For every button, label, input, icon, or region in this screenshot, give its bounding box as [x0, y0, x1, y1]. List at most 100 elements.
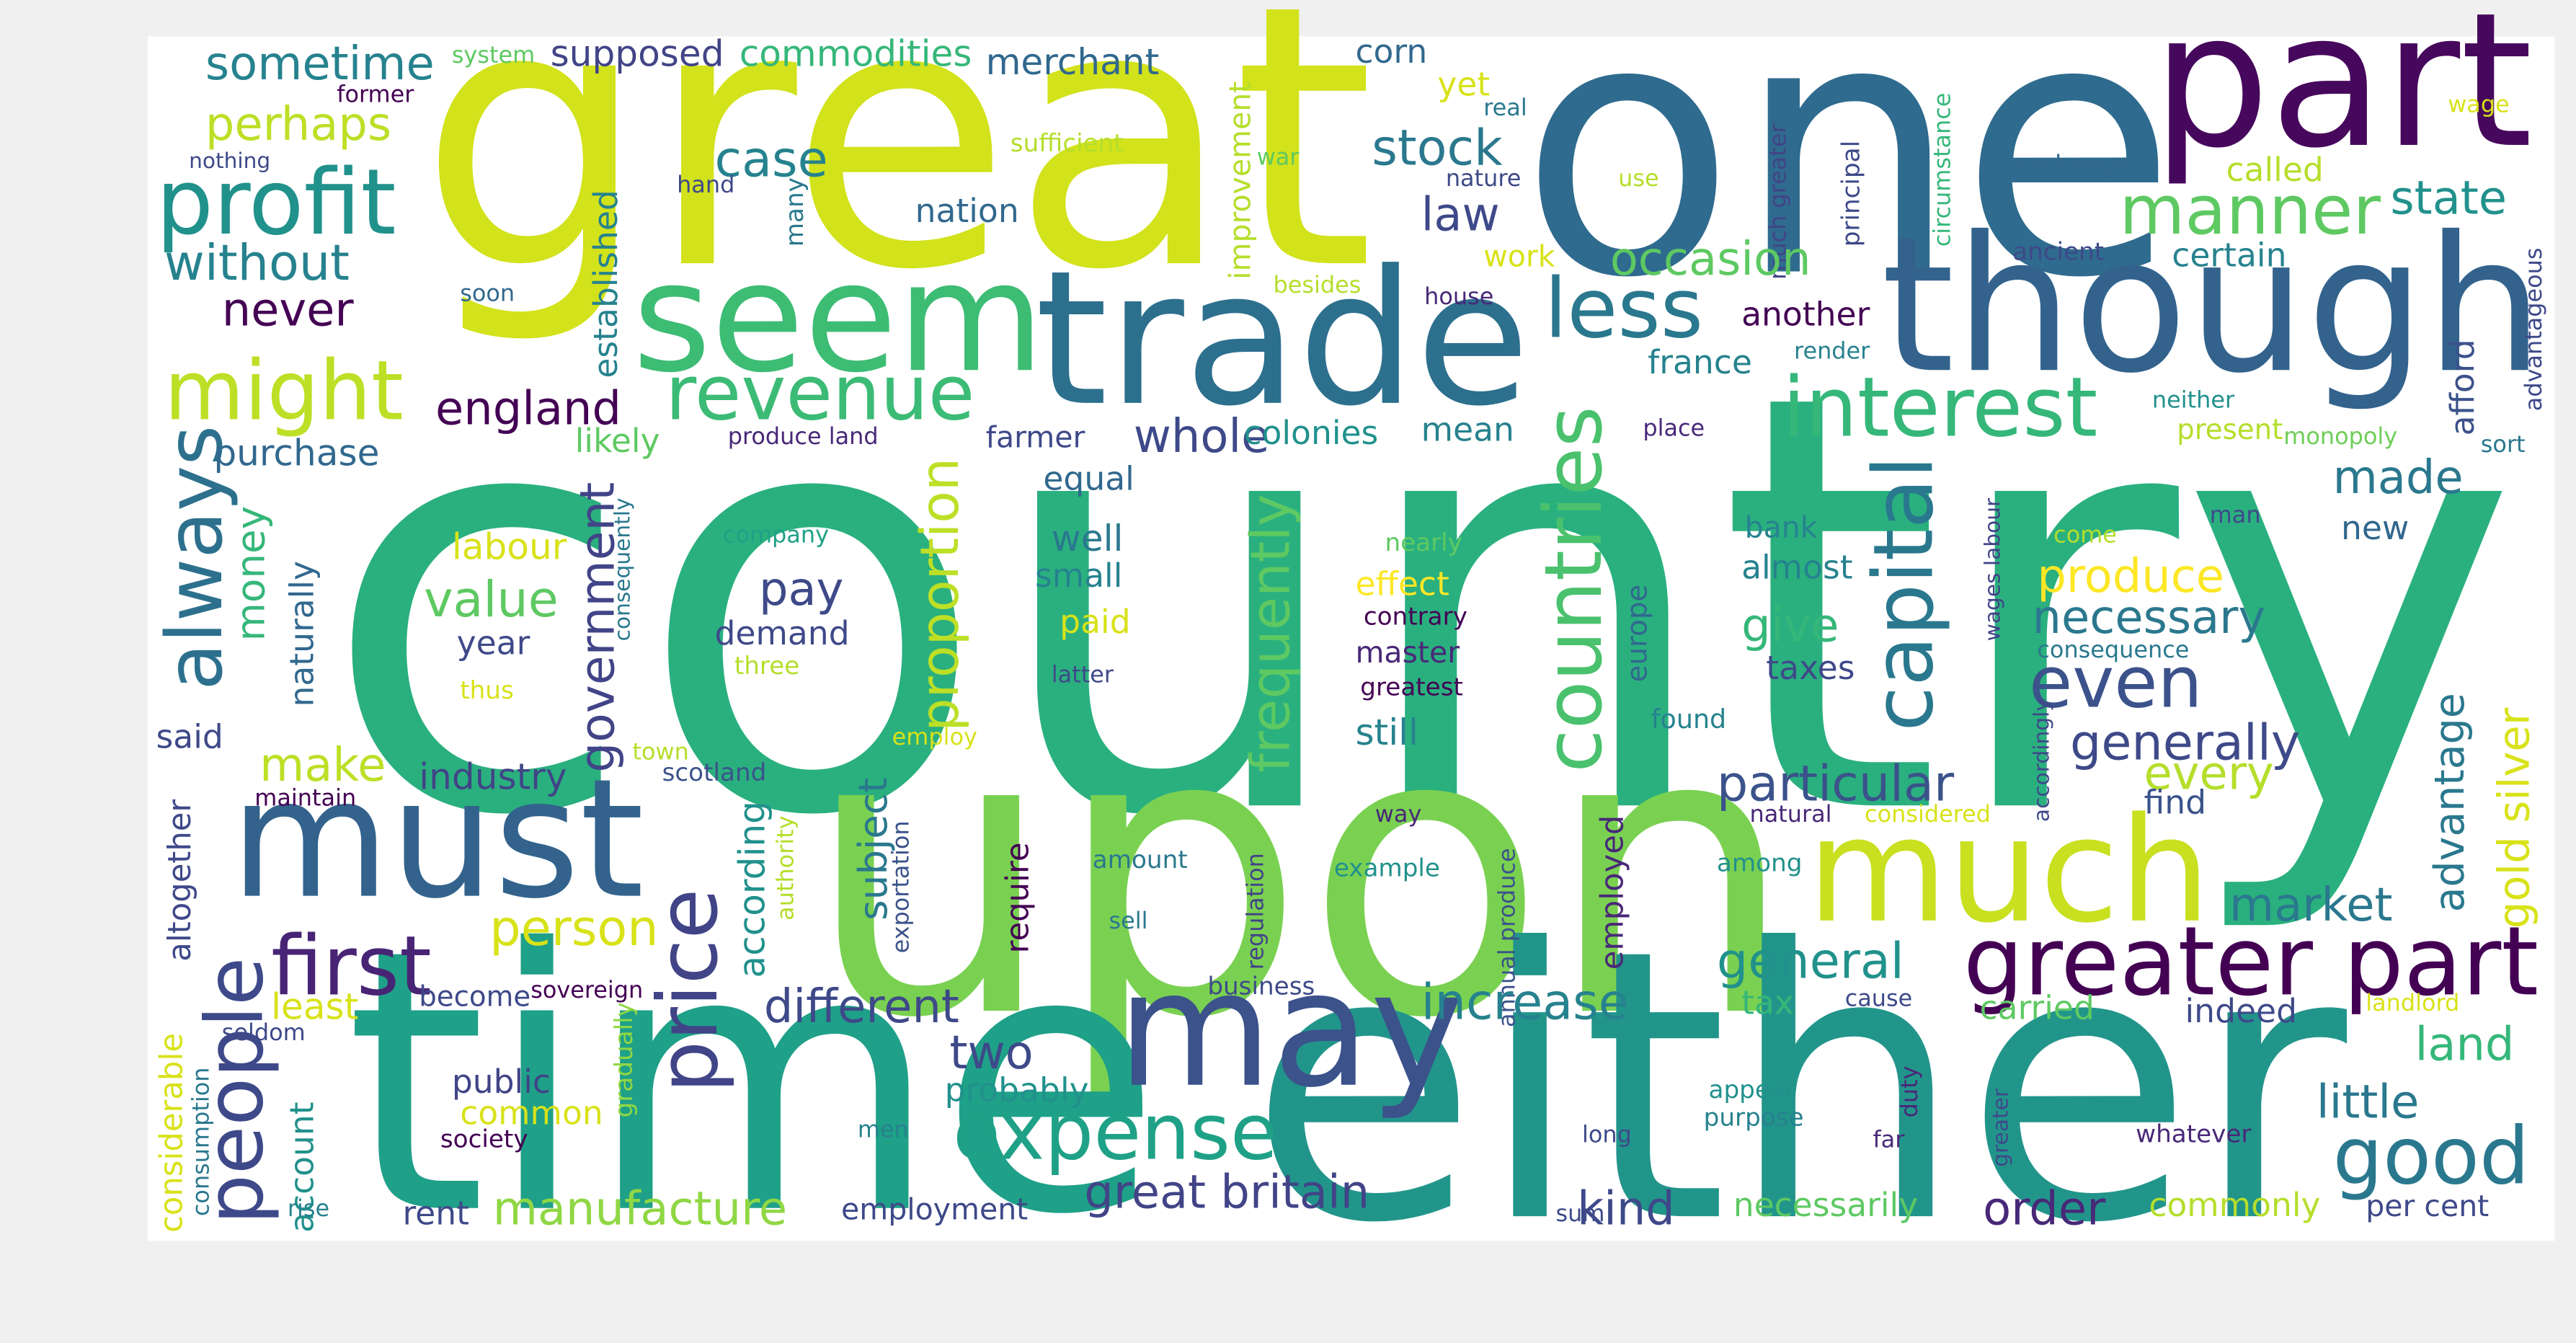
word: whole — [1134, 410, 1270, 464]
word: probably — [945, 1071, 1089, 1109]
word: occasion — [1610, 233, 1811, 286]
word: monopoly — [2283, 422, 2397, 450]
word: first — [271, 918, 432, 1014]
word: sovereign — [530, 976, 643, 1003]
word: advantage — [2426, 693, 2474, 912]
word: time — [345, 874, 1162, 1294]
word: general — [1717, 934, 1904, 990]
word: man — [2210, 501, 2261, 528]
word: increase — [1421, 975, 1629, 1032]
word: kind — [1577, 1182, 1675, 1236]
word: order — [1983, 1182, 2106, 1236]
word: commodities — [740, 32, 972, 75]
word: gradually — [610, 1002, 639, 1117]
word: town — [633, 737, 689, 765]
word: employment — [841, 1192, 1028, 1227]
word: example — [1334, 854, 1440, 882]
word: way — [1375, 800, 1422, 828]
word: expense — [953, 1088, 1278, 1177]
word: rent — [402, 1194, 469, 1232]
word: likely — [575, 422, 660, 460]
word: without — [164, 235, 350, 292]
word: merchant — [986, 40, 1160, 83]
word: improvement — [1223, 81, 1258, 280]
word: contrary — [1364, 603, 1467, 631]
word: considered — [1865, 800, 1991, 828]
word: employed — [1595, 815, 1631, 970]
word: little — [2317, 1076, 2420, 1129]
word: one — [1519, 0, 2177, 355]
word: regulation — [1242, 853, 1269, 970]
word: accordingly — [2029, 699, 2054, 822]
word: neither — [2152, 386, 2235, 414]
word: must — [230, 743, 644, 935]
word: far — [1873, 1125, 1905, 1153]
word: though — [1881, 197, 2544, 415]
word: proportion — [910, 458, 971, 732]
word: farmer — [986, 420, 1085, 454]
word: exportation — [887, 820, 914, 953]
word: tax — [1741, 984, 1794, 1022]
word: consequence — [2037, 636, 2189, 663]
word: require — [1000, 842, 1036, 953]
word: many — [781, 177, 809, 247]
word: established — [587, 190, 625, 378]
word: demand — [715, 614, 850, 652]
word: mean — [1421, 410, 1514, 448]
word: circumstance — [1928, 93, 1955, 247]
word: greatest — [1360, 673, 1463, 702]
word: well — [1052, 517, 1124, 559]
word: people — [188, 957, 280, 1225]
word: another — [1741, 296, 1870, 334]
word: duty — [1896, 1065, 1923, 1117]
word: soon — [460, 280, 515, 307]
word: great britain — [1084, 1166, 1369, 1220]
word: come — [2053, 521, 2117, 549]
word: year — [457, 624, 530, 662]
word: seem — [633, 230, 1045, 406]
word: said — [156, 717, 223, 755]
word: taxes — [1766, 649, 1855, 687]
word: make — [259, 739, 386, 792]
word: three — [734, 652, 799, 681]
word: different — [764, 980, 959, 1034]
word: produce land — [728, 422, 879, 450]
word: land — [2415, 1019, 2515, 1072]
word: nearly — [1385, 528, 1462, 557]
word: advantageous — [2520, 247, 2547, 411]
word: naturally — [283, 561, 321, 707]
word: consequently — [609, 498, 634, 642]
word: may — [1117, 938, 1465, 1123]
word: system — [452, 41, 535, 68]
word: almost — [1741, 549, 1853, 587]
word: wage — [2448, 90, 2510, 118]
word: sometime — [205, 37, 435, 91]
word: industry — [419, 755, 567, 797]
word: sufficient — [1011, 129, 1124, 158]
word: appear — [1709, 1076, 1796, 1104]
word: law — [1421, 188, 1500, 241]
word: house — [1424, 283, 1493, 310]
word: render — [1794, 337, 1870, 364]
word: cause — [1845, 984, 1913, 1011]
word: money — [227, 506, 273, 641]
word: much — [1807, 787, 2211, 955]
word: seldom — [222, 1019, 306, 1046]
word: give — [1741, 599, 1839, 652]
word: much greater — [1764, 123, 1791, 280]
word: particular — [1717, 755, 1955, 812]
word: latter — [1052, 660, 1114, 688]
word: paid — [1060, 603, 1130, 641]
word: master — [1355, 635, 1460, 670]
word: public — [452, 1063, 551, 1101]
word: besides — [1273, 271, 1361, 298]
word: amount — [1093, 846, 1188, 874]
word: government — [570, 482, 626, 773]
word: profit — [156, 150, 396, 255]
word: trade — [1035, 231, 1530, 447]
word: market — [2229, 879, 2392, 932]
word: place — [1643, 414, 1705, 441]
word: annual produce — [1493, 848, 1520, 1027]
